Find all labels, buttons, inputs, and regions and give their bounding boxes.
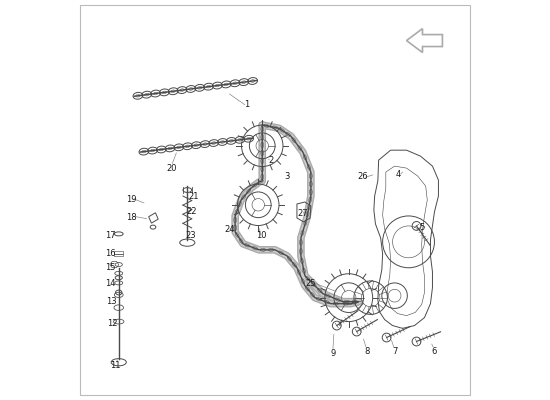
Text: 17: 17 (106, 231, 116, 240)
Text: 3: 3 (284, 172, 290, 180)
Text: 19: 19 (126, 196, 137, 204)
Text: 20: 20 (166, 164, 177, 173)
Text: 24: 24 (224, 225, 234, 234)
Text: 7: 7 (392, 347, 397, 356)
Text: 10: 10 (256, 231, 266, 240)
Text: 18: 18 (126, 214, 137, 222)
Bar (114, 252, 123, 254)
Text: 25: 25 (306, 279, 316, 288)
Text: 9: 9 (330, 349, 336, 358)
Text: 6: 6 (432, 347, 437, 356)
Text: 8: 8 (364, 347, 370, 356)
Text: 23: 23 (185, 231, 196, 240)
Text: 12: 12 (107, 319, 118, 328)
Text: 13: 13 (106, 297, 117, 306)
Text: 21: 21 (188, 192, 199, 200)
Text: 14: 14 (106, 279, 116, 288)
Text: 26: 26 (358, 172, 368, 180)
Text: 11: 11 (111, 361, 121, 370)
Text: 27: 27 (298, 210, 308, 218)
Text: 4: 4 (396, 170, 401, 178)
Text: 1: 1 (244, 100, 250, 109)
Text: 5: 5 (420, 224, 425, 232)
Text: 2: 2 (268, 156, 274, 165)
Text: 16: 16 (106, 249, 116, 258)
Text: 22: 22 (186, 208, 196, 216)
Bar (114, 254, 123, 256)
Text: 15: 15 (106, 263, 116, 272)
